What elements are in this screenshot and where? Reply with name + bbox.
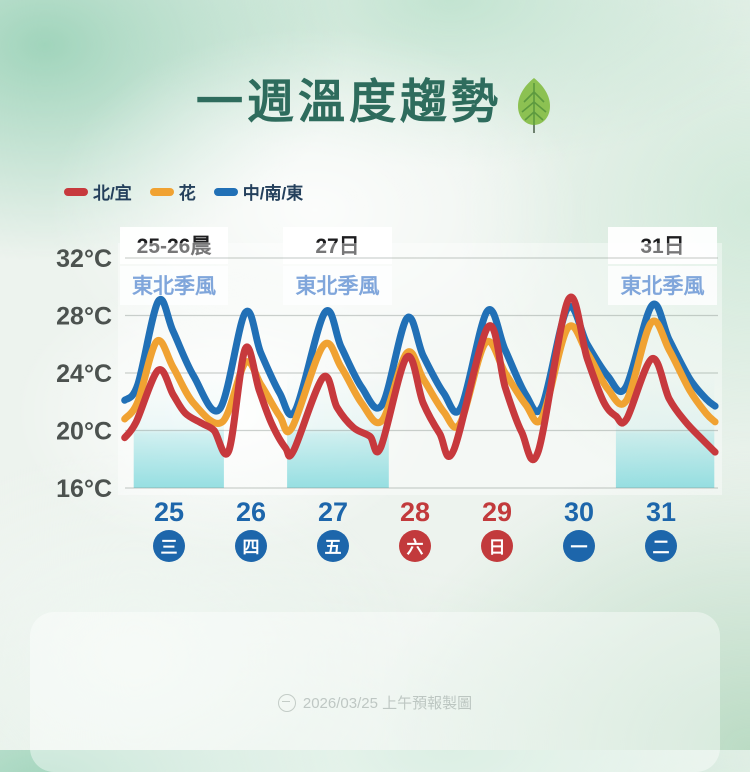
legend-item-1: 花 <box>149 179 196 204</box>
legend-label: 中/南/東 <box>242 184 304 203</box>
annotation-monsoon-note: 東北季風 <box>120 266 228 305</box>
watermark-text: 2026/03/25 上午預報製圖 <box>302 695 473 712</box>
date-label-30: 30 <box>564 497 594 527</box>
annotation-monsoon-note: 東北季風 <box>283 266 392 305</box>
legend-swatch-icon <box>64 187 88 196</box>
weekday-label-25: 三 <box>161 538 178 557</box>
weekday-circle-27 <box>317 530 349 562</box>
cold-band-1 <box>287 373 389 488</box>
legend-item-0: 北/宜 <box>64 179 132 204</box>
weekday-circle-25 <box>153 530 185 562</box>
y-axis-label-16: 16°C <box>56 475 112 503</box>
page-title: 一週溫度趨勢 <box>196 75 502 128</box>
bottom-card <box>30 612 720 772</box>
weekday-circle-29 <box>481 530 513 562</box>
annotation-monsoon-note: 東北季風 <box>608 266 717 305</box>
date-label-25: 25 <box>154 497 184 527</box>
weekday-circle-31 <box>645 530 677 562</box>
legend-swatch-icon <box>149 187 174 196</box>
y-axis-label-28: 28°C <box>56 303 112 331</box>
date-label-31: 31 <box>646 497 676 527</box>
weekday-label-31: 二 <box>653 538 670 557</box>
date-label-27: 27 <box>318 497 348 527</box>
date-label-28: 28 <box>400 497 430 527</box>
series-line-北/宜 <box>121 293 719 464</box>
annotation-period: 27日 <box>283 227 392 264</box>
weekday-circle-28 <box>399 530 431 562</box>
cold-band-2 <box>615 373 715 488</box>
weekday-label-29: 日 <box>489 538 506 557</box>
legend-swatch-icon <box>213 187 238 196</box>
broadcaster-logo-icon <box>277 693 296 712</box>
cold-band-0 <box>133 373 224 488</box>
header: 一週溫度趨勢 <box>0 76 750 139</box>
legend-label: 花 <box>178 184 196 203</box>
date-label-29: 29 <box>482 497 512 527</box>
weekday-label-27: 五 <box>325 538 342 557</box>
footer-watermark: 2026/03/25 上午預報製圖 <box>0 692 750 713</box>
date-label-26: 26 <box>236 497 266 527</box>
weekday-label-30: 一 <box>571 538 588 557</box>
chart-legend: 北/宜 花 中/南/東 <box>64 179 303 204</box>
y-axis-label-24: 24°C <box>56 360 112 388</box>
annotation-period: 31日 <box>608 227 717 264</box>
weekday-circle-26 <box>235 530 267 562</box>
weekday-label-28: 六 <box>407 537 424 557</box>
leaf-icon <box>514 76 554 139</box>
legend-label: 北/宜 <box>93 184 132 203</box>
annotation-25-26: 25-26晨 東北季風 <box>120 227 228 305</box>
annotation-period: 25-26晨 <box>120 227 228 264</box>
weekday-circle-30 <box>563 530 595 562</box>
annotation-27: 27日 東北季風 <box>283 227 392 305</box>
y-axis-label-20: 20°C <box>56 418 112 446</box>
legend-item-2: 中/南/東 <box>213 179 304 204</box>
y-axis-label-32: 32°C <box>56 245 112 273</box>
weekday-label-26: 四 <box>243 538 260 557</box>
series-line-中/南/東 <box>121 295 719 419</box>
series-line-花 <box>121 317 719 436</box>
annotation-31: 31日 東北季風 <box>608 227 717 305</box>
